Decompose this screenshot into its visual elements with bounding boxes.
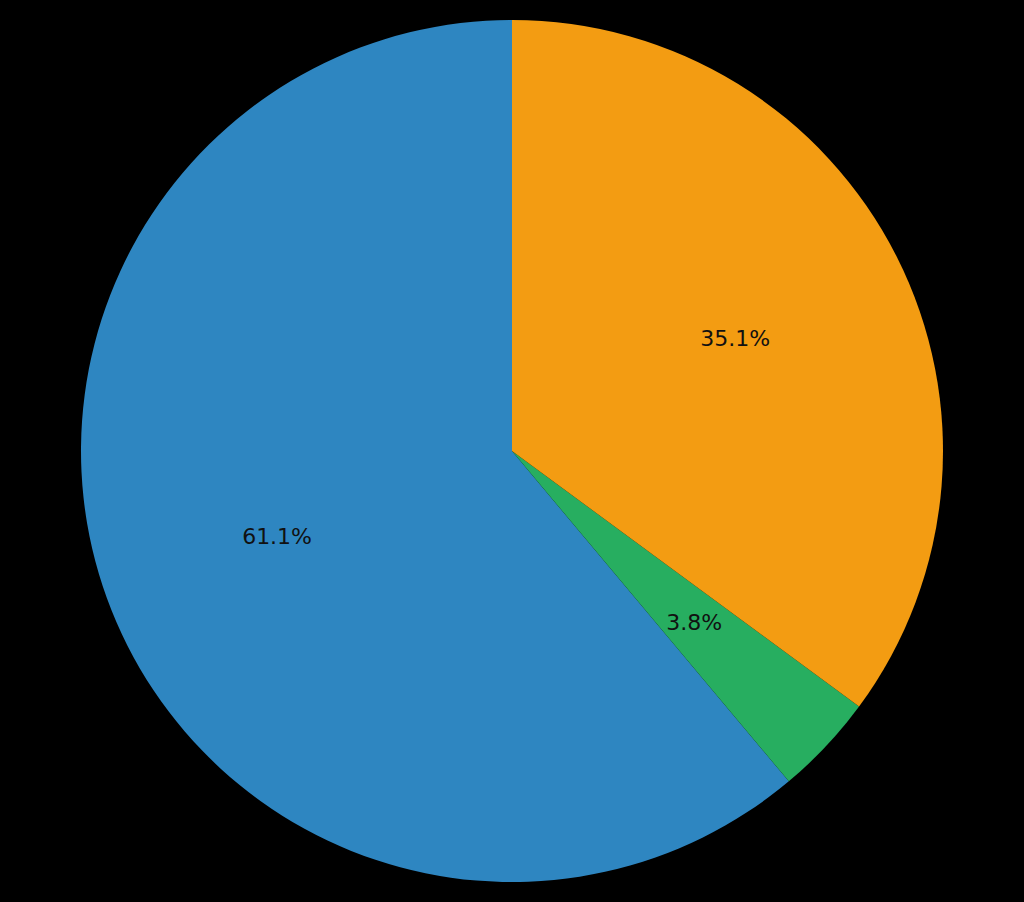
slice — [512, 20, 943, 707]
slices — [81, 20, 943, 882]
data-label: 3.8% — [666, 610, 722, 635]
data-label: 61.1% — [242, 524, 312, 549]
data-label: 35.1% — [700, 326, 770, 351]
data-labels: 61.1% 3.8% 35.1% — [242, 326, 770, 635]
background — [0, 0, 1024, 902]
pie: 61.1% 3.8% 35.1% — [81, 20, 943, 882]
chart: 61.1% 3.8% 35.1% — [0, 0, 1024, 902]
